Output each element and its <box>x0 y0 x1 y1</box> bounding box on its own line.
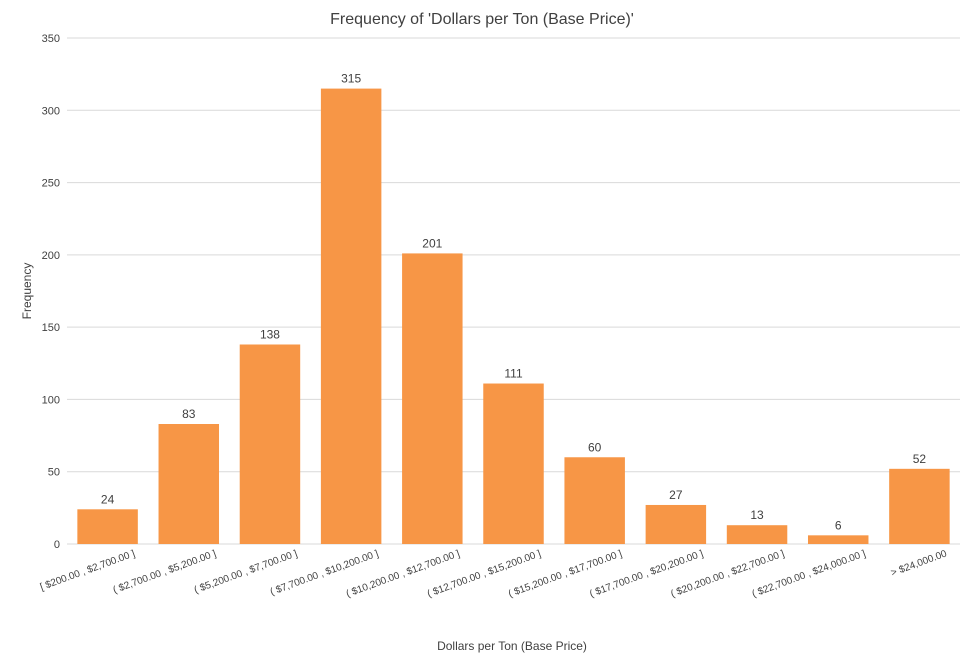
bar <box>158 424 220 544</box>
data-label: 138 <box>260 327 280 341</box>
data-label: 83 <box>182 407 196 421</box>
data-label: 315 <box>341 72 361 86</box>
bar <box>564 457 625 544</box>
bar <box>320 88 382 544</box>
bar <box>726 525 788 544</box>
bars <box>77 88 950 544</box>
data-label: 6 <box>835 518 842 532</box>
y-tick-label: 300 <box>42 105 60 117</box>
y-axis-title: Frequency <box>20 263 34 320</box>
y-tick-label: 100 <box>42 394 60 406</box>
bar <box>645 504 707 544</box>
y-tick-label: 200 <box>42 250 60 262</box>
bar <box>807 535 869 544</box>
data-label: 201 <box>422 236 442 250</box>
x-axis-title: Dollars per Ton (Base Price) <box>437 639 587 653</box>
data-labels: 24 83 138 315 201 111 60 27 13 6 52 <box>101 72 926 533</box>
data-label: 60 <box>588 440 602 454</box>
data-label: 111 <box>504 367 523 381</box>
y-axis-ticks: 0 50 100 150 200 250 300 350 <box>42 33 60 551</box>
data-label: 13 <box>750 508 764 522</box>
data-label: 27 <box>669 488 683 502</box>
x-axis-ticks: [ $200.00 , $2,700.00 ]( $2,700.00 , $5,… <box>39 548 949 600</box>
data-label: 52 <box>913 452 927 466</box>
y-tick-label: 250 <box>42 178 60 190</box>
y-tick-label: 350 <box>42 33 60 45</box>
x-tick-label: > $24,000.00 <box>890 548 949 579</box>
data-label: 24 <box>101 492 115 506</box>
bar <box>889 468 950 544</box>
y-tick-label: 50 <box>48 467 60 479</box>
bar <box>77 509 138 544</box>
bar <box>402 253 463 544</box>
y-tick-label: 0 <box>54 539 60 551</box>
bar <box>483 383 544 544</box>
chart-title: Frequency of 'Dollars per Ton (Base Pric… <box>330 11 634 28</box>
bar <box>239 344 301 544</box>
y-tick-label: 150 <box>42 322 60 334</box>
